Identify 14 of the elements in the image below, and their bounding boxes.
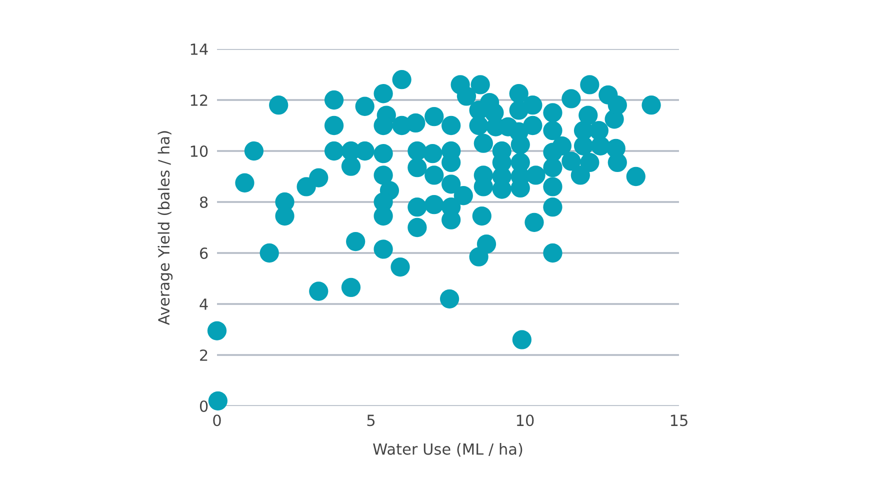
y-tick-label: 6 xyxy=(200,247,208,260)
y-tick-label: 8 xyxy=(200,196,208,208)
x-tick-label: 15 xyxy=(670,414,688,426)
y-tick-label: 14 xyxy=(190,44,208,55)
y-axis-title: Average Yield (bales / ha) xyxy=(158,131,173,326)
y-tick-label: 12 xyxy=(190,94,208,106)
x-axis-title: Water Use (ML / ha) xyxy=(373,443,522,457)
y-tick-label: 0 xyxy=(200,400,208,412)
y-tick-label: 4 xyxy=(200,298,208,310)
x-tick-label: 10 xyxy=(516,414,534,426)
y-tick-label: 10 xyxy=(190,145,208,158)
x-tick-label: 0 xyxy=(213,414,221,426)
x-tick-label: 5 xyxy=(367,414,375,426)
y-tick-label: 2 xyxy=(200,349,208,361)
